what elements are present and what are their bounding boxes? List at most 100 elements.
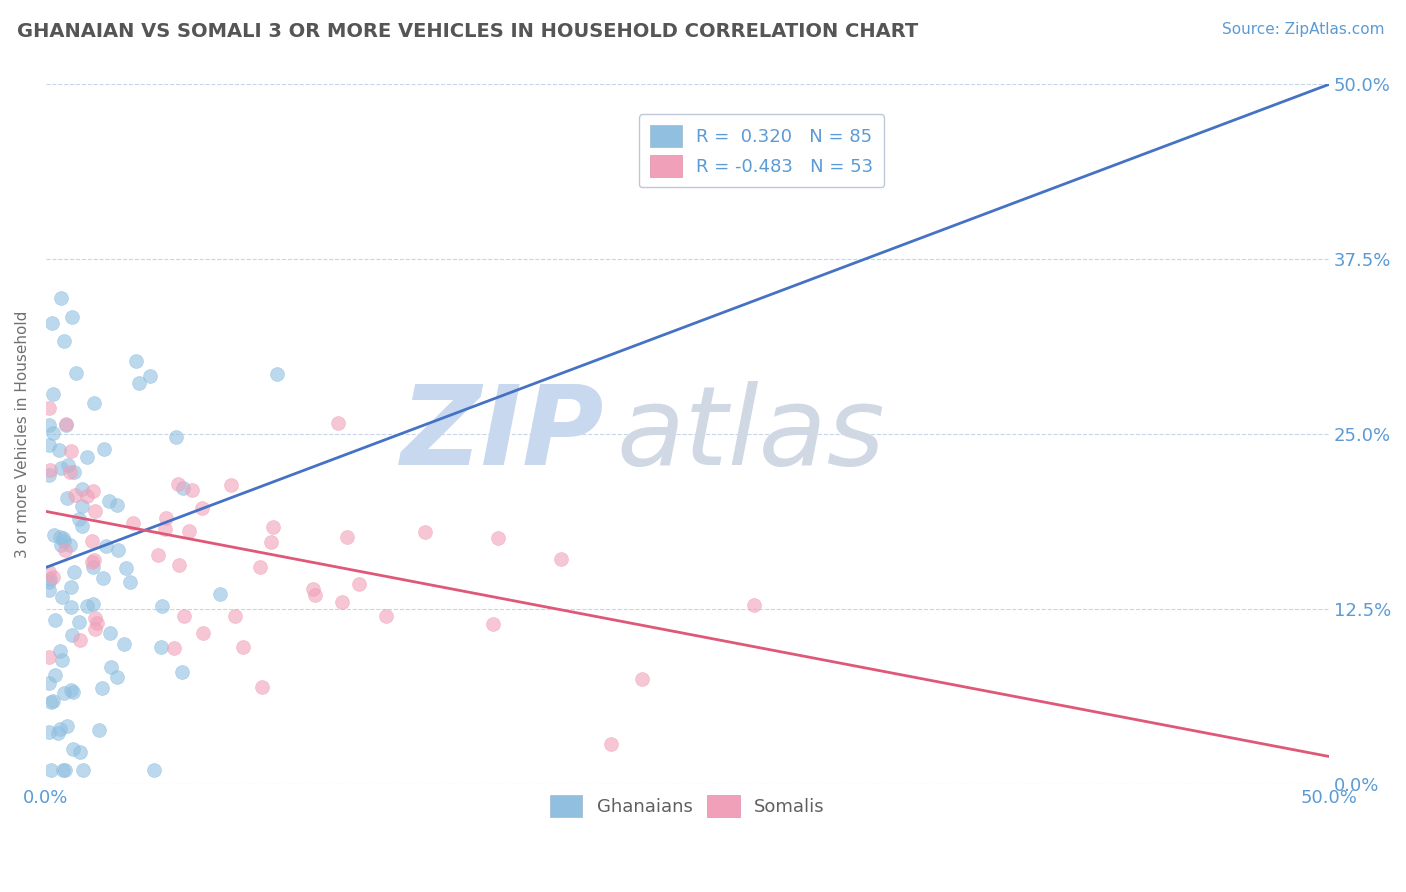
Point [155,511,177,525]
Point [172,481,194,495]
Point [482,616,505,631]
Point [69,633,91,648]
Point [55,417,77,432]
Point [60,444,83,458]
Point [41,317,63,331]
Point [177,524,200,538]
Point [42,694,65,708]
Point [53,764,76,778]
Point [91,570,114,584]
Point [326,416,349,430]
Point [173,609,195,624]
Point [631,672,654,686]
Point [44,668,66,682]
Point [249,559,271,574]
Point [96,539,118,553]
Point [105,499,128,513]
Point [139,369,162,384]
Point [67,615,90,630]
Point [72,764,94,778]
Point [67,511,90,525]
Point [115,561,138,575]
Point [260,534,283,549]
Point [76,450,98,464]
Point [52,533,75,548]
Point [58,458,80,473]
Point [41,764,63,778]
Point [65,488,87,502]
Point [82,534,104,549]
Point [742,598,765,612]
Point [39,695,62,709]
Point [128,376,150,391]
Point [76,599,98,613]
Point [89,723,111,738]
Point [190,501,212,516]
Point [38,724,60,739]
Point [375,609,398,624]
Point [38,417,60,432]
Point [72,519,94,533]
Point [347,577,370,591]
Point [62,685,84,699]
Point [86,616,108,631]
Point [48,723,70,737]
Point [118,574,141,589]
Text: GHANAIAN VS SOMALI 3 OR MORE VEHICLES IN HOUSEHOLD CORRELATION CHART: GHANAIAN VS SOMALI 3 OR MORE VEHICLES IN… [17,22,918,41]
Point [44,613,66,627]
Point [38,401,60,416]
Point [100,659,122,673]
Point [62,466,84,480]
Point [56,491,79,505]
Point [76,489,98,503]
Point [60,628,83,642]
Point [38,574,60,589]
Point [49,537,72,551]
Text: Source: ZipAtlas.com: Source: ZipAtlas.com [1222,22,1385,37]
Point [121,516,143,530]
Point [38,467,60,482]
Point [82,560,104,574]
Point [170,665,193,680]
Text: ZIP: ZIP [401,381,605,488]
Point [150,599,173,613]
Point [51,461,73,475]
Point [51,653,73,667]
Point [84,504,107,518]
Point [63,566,86,580]
Legend: Ghanaians, Somalis: Ghanaians, Somalis [543,788,832,824]
Point [84,622,107,636]
Point [59,538,82,552]
Point [48,443,70,458]
Point [486,532,509,546]
Point [70,482,93,496]
Point [38,438,60,452]
Point [91,681,114,695]
Point [42,528,65,542]
Point [83,396,105,410]
Point [53,334,76,348]
Point [70,499,93,513]
Point [38,650,60,665]
Point [143,764,166,778]
Point [53,685,76,699]
Y-axis label: 3 or more Vehicles in Household: 3 or more Vehicles in Household [15,310,30,558]
Point [60,683,83,698]
Point [82,597,104,611]
Point [55,417,77,431]
Text: atlas: atlas [617,381,886,488]
Point [336,530,359,544]
Point [60,581,83,595]
Point [180,483,202,497]
Point [600,737,623,751]
Point [62,742,84,756]
Point [38,565,60,579]
Point [52,764,75,778]
Point [232,640,254,654]
Point [224,608,246,623]
Point [46,726,69,740]
Point [49,291,72,305]
Point [550,552,572,566]
Point [302,582,325,596]
Point [262,520,284,534]
